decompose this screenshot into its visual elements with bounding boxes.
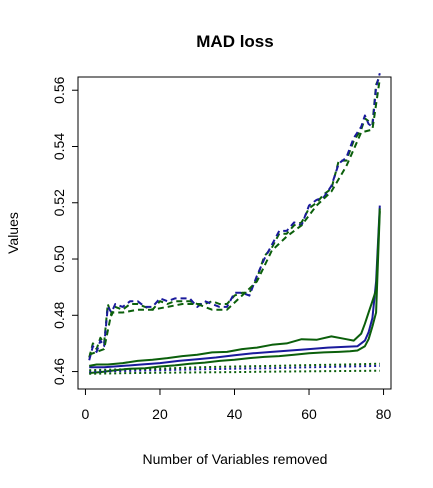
series-line-6 <box>89 211 381 374</box>
y-axis-label: Values <box>5 212 21 254</box>
x-tick-label: 20 <box>152 406 168 422</box>
y-tick-label: 0.46 <box>51 358 67 385</box>
y-tick-label: 0.48 <box>51 301 67 328</box>
series-line-4 <box>89 205 381 369</box>
x-axis-label: Number of Variables removed <box>143 451 328 467</box>
y-tick-label: 0.50 <box>51 245 67 272</box>
series-line-2 <box>88 73 381 361</box>
x-tick-label: 0 <box>82 406 90 422</box>
series-layer <box>88 73 381 375</box>
x-tick-label: 80 <box>376 406 392 422</box>
x-tick-label: 60 <box>301 406 317 422</box>
series-line-9 <box>89 369 380 375</box>
plot-frame <box>77 76 392 390</box>
series-line-8 <box>89 362 380 372</box>
series-line-7 <box>89 364 380 373</box>
series-line-1 <box>88 75 381 358</box>
x-axis: 0 20 40 60 80 <box>82 388 392 422</box>
series-line-3 <box>88 78 381 356</box>
y-tick-label: 0.52 <box>51 189 67 216</box>
chart-title: MAD loss <box>196 32 273 51</box>
y-axis: 0.46 0.48 0.50 0.52 0.54 0.56 <box>51 76 79 385</box>
series-line-5 <box>89 208 381 367</box>
x-tick-label: 40 <box>227 406 243 422</box>
y-tick-label: 0.56 <box>51 76 67 103</box>
y-tick-label: 0.54 <box>51 133 67 160</box>
